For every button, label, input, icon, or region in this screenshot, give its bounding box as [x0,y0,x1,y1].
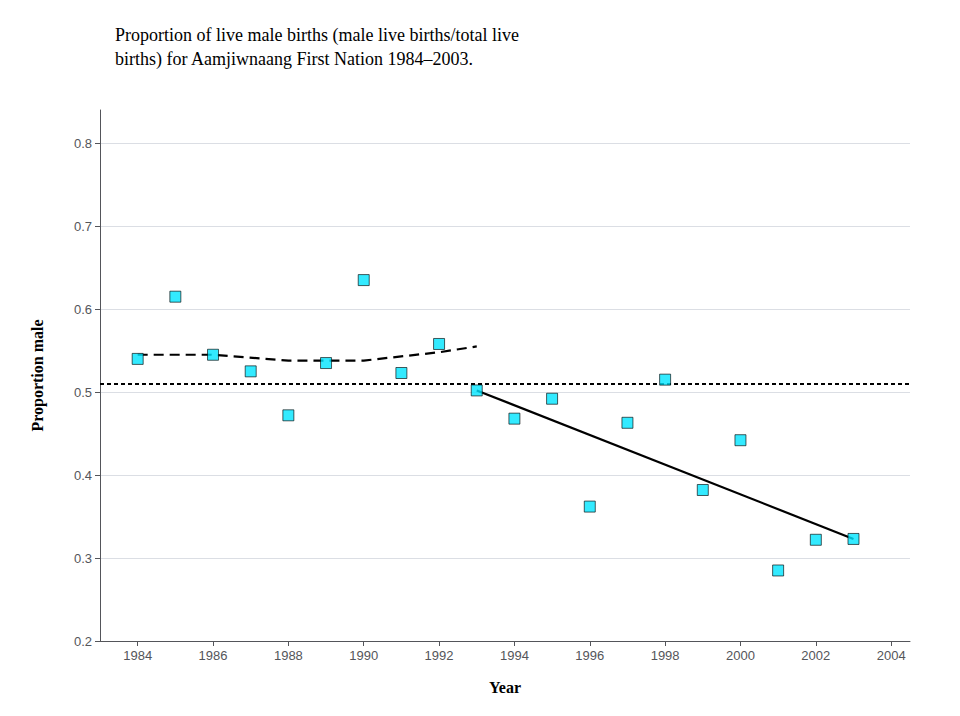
svg-text:Proportion of live male births: Proportion of live male births (male liv… [115,25,519,46]
svg-text:Proportion male: Proportion male [29,319,47,431]
svg-text:1994: 1994 [500,648,529,663]
svg-text:0.4: 0.4 [74,468,92,483]
svg-text:0.8: 0.8 [74,136,92,151]
svg-text:1990: 1990 [349,648,378,663]
svg-text:0.3: 0.3 [74,551,92,566]
svg-text:0.6: 0.6 [74,302,92,317]
svg-text:1986: 1986 [199,648,228,663]
svg-text:2000: 2000 [726,648,755,663]
svg-text:0.2: 0.2 [74,634,92,649]
svg-text:1996: 1996 [575,648,604,663]
svg-text:1984: 1984 [123,648,152,663]
svg-text:2002: 2002 [801,648,830,663]
svg-text:Year: Year [489,679,521,696]
svg-text:0.5: 0.5 [74,385,92,400]
svg-text:1992: 1992 [425,648,454,663]
svg-text:1988: 1988 [274,648,303,663]
svg-text:births) for Aamjiwnaang First: births) for Aamjiwnaang First Nation 198… [115,49,473,70]
svg-text:0.7: 0.7 [74,219,92,234]
svg-text:2004: 2004 [877,648,906,663]
svg-text:1998: 1998 [651,648,680,663]
